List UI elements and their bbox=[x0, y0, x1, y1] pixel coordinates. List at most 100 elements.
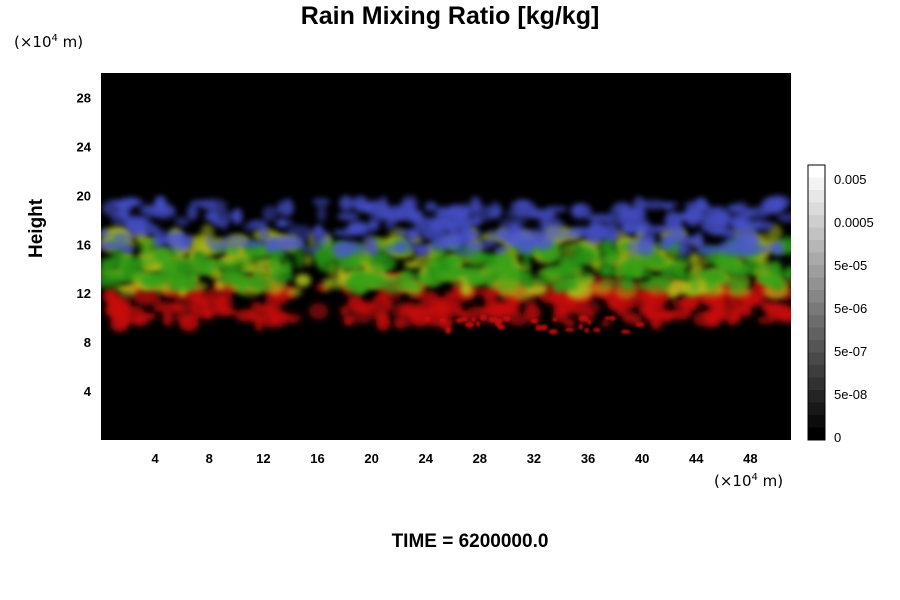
rain-blob bbox=[424, 201, 438, 212]
rain-blob bbox=[190, 302, 209, 319]
rain-blob bbox=[620, 276, 635, 291]
rain-blob bbox=[347, 294, 364, 312]
rain-droplet bbox=[584, 327, 590, 333]
rain-blob bbox=[642, 240, 653, 255]
rain-blob bbox=[748, 259, 761, 276]
rain-blob bbox=[486, 229, 498, 247]
x-axis-ticks: 4 8 12 16 20 24 28 32 36 40 44 48 bbox=[152, 451, 758, 466]
rain-blob bbox=[132, 318, 150, 327]
rain-blob bbox=[730, 277, 742, 295]
rain-blob bbox=[541, 229, 567, 238]
rain-blob bbox=[375, 209, 394, 221]
rain-droplet bbox=[609, 315, 616, 321]
x-axis-unit: (×104 m) bbox=[714, 472, 784, 490]
rain-blob bbox=[186, 204, 199, 221]
rain-droplet bbox=[587, 319, 592, 325]
rain-blob bbox=[143, 272, 168, 285]
rain-blob bbox=[599, 265, 616, 278]
rain-blob bbox=[679, 295, 700, 312]
rain-blob bbox=[671, 255, 691, 270]
rain-blob bbox=[538, 215, 550, 230]
rain-droplet bbox=[488, 316, 498, 323]
rain-blob bbox=[657, 277, 668, 290]
rain-blob bbox=[608, 206, 627, 220]
rain-blob bbox=[783, 272, 791, 280]
x-tick-label: 40 bbox=[635, 451, 649, 466]
rain-droplet bbox=[593, 327, 601, 333]
rain-blob bbox=[536, 269, 556, 284]
rain-blob bbox=[131, 220, 157, 237]
rain-blob bbox=[622, 312, 634, 321]
rain-blob bbox=[235, 309, 256, 322]
rain-blob bbox=[494, 245, 508, 255]
rain-blob bbox=[777, 213, 791, 223]
rain-blob bbox=[447, 206, 466, 220]
rain-blob bbox=[690, 276, 699, 293]
x-tick-label: 36 bbox=[581, 451, 595, 466]
rain-blob bbox=[231, 208, 243, 225]
rain-blob bbox=[283, 198, 294, 216]
rain-blob bbox=[262, 205, 277, 222]
rain-droplet bbox=[535, 324, 543, 331]
rain-blob bbox=[122, 246, 133, 254]
rain-blob bbox=[174, 311, 192, 323]
rain-droplet bbox=[479, 314, 488, 322]
rain-blob bbox=[174, 217, 189, 227]
rain-blob bbox=[321, 278, 332, 292]
rain-blob bbox=[190, 199, 211, 207]
chart-title: Rain Mixing Ratio [kg/kg] bbox=[300, 2, 600, 30]
y-tick-label: 12 bbox=[77, 286, 91, 301]
rain-blob bbox=[134, 291, 162, 306]
rain-blob bbox=[103, 241, 114, 250]
rain-blob bbox=[619, 259, 643, 278]
rain-blob bbox=[709, 305, 733, 318]
rain-droplet bbox=[461, 316, 468, 322]
rain-blob bbox=[367, 220, 379, 232]
rain-blob bbox=[594, 257, 611, 267]
colorbar-swatch bbox=[808, 252, 825, 266]
colorbar-swatch bbox=[808, 340, 825, 353]
rain-blob bbox=[571, 204, 586, 216]
rain-blob bbox=[648, 256, 666, 265]
rain-blob bbox=[222, 272, 240, 286]
rain-blob bbox=[391, 302, 415, 320]
rain-blob bbox=[661, 201, 679, 208]
rain-blob bbox=[761, 196, 786, 215]
rain-blob bbox=[684, 241, 693, 256]
rain-blob bbox=[706, 282, 716, 290]
rain-blob bbox=[454, 229, 483, 238]
rain-blob bbox=[154, 229, 170, 245]
rain-droplet bbox=[620, 329, 631, 335]
rain-blob bbox=[436, 301, 463, 317]
rain-blob bbox=[316, 205, 327, 222]
rain-blob bbox=[627, 238, 645, 256]
rain-blob bbox=[699, 268, 723, 281]
rain-droplet bbox=[564, 327, 575, 332]
rain-blob bbox=[601, 279, 625, 286]
rain-blob bbox=[426, 319, 442, 327]
rain-blob bbox=[192, 256, 214, 267]
rain-blob bbox=[414, 218, 441, 233]
colorbar-label: 5e-08 bbox=[834, 387, 867, 402]
rain-blob bbox=[106, 294, 132, 310]
rain-blob bbox=[459, 283, 475, 297]
rain-blob bbox=[250, 301, 261, 310]
colorbar-label: 5e-05 bbox=[834, 258, 867, 273]
rain-blob bbox=[608, 250, 621, 260]
rain-blob bbox=[502, 226, 523, 245]
colorbar-label: 0 bbox=[834, 430, 841, 445]
colorbar-swatch bbox=[808, 165, 825, 178]
rain-blob bbox=[655, 243, 683, 250]
colorbar-swatch bbox=[808, 315, 825, 328]
rain-blob bbox=[756, 271, 770, 284]
colorbar: 0.005 0.0005 5e-05 5e-06 5e-07 5e-08 0 bbox=[807, 164, 874, 445]
colorbar-swatch bbox=[808, 390, 825, 403]
time-label: TIME = 6200000.0 bbox=[391, 531, 549, 552]
colorbar-swatch bbox=[808, 327, 825, 341]
rain-blob bbox=[503, 307, 521, 316]
rain-field bbox=[101, 195, 791, 335]
rain-blob bbox=[421, 230, 448, 241]
rain-droplet bbox=[503, 316, 511, 322]
rain-blob bbox=[520, 271, 535, 287]
rain-blob bbox=[735, 307, 747, 315]
